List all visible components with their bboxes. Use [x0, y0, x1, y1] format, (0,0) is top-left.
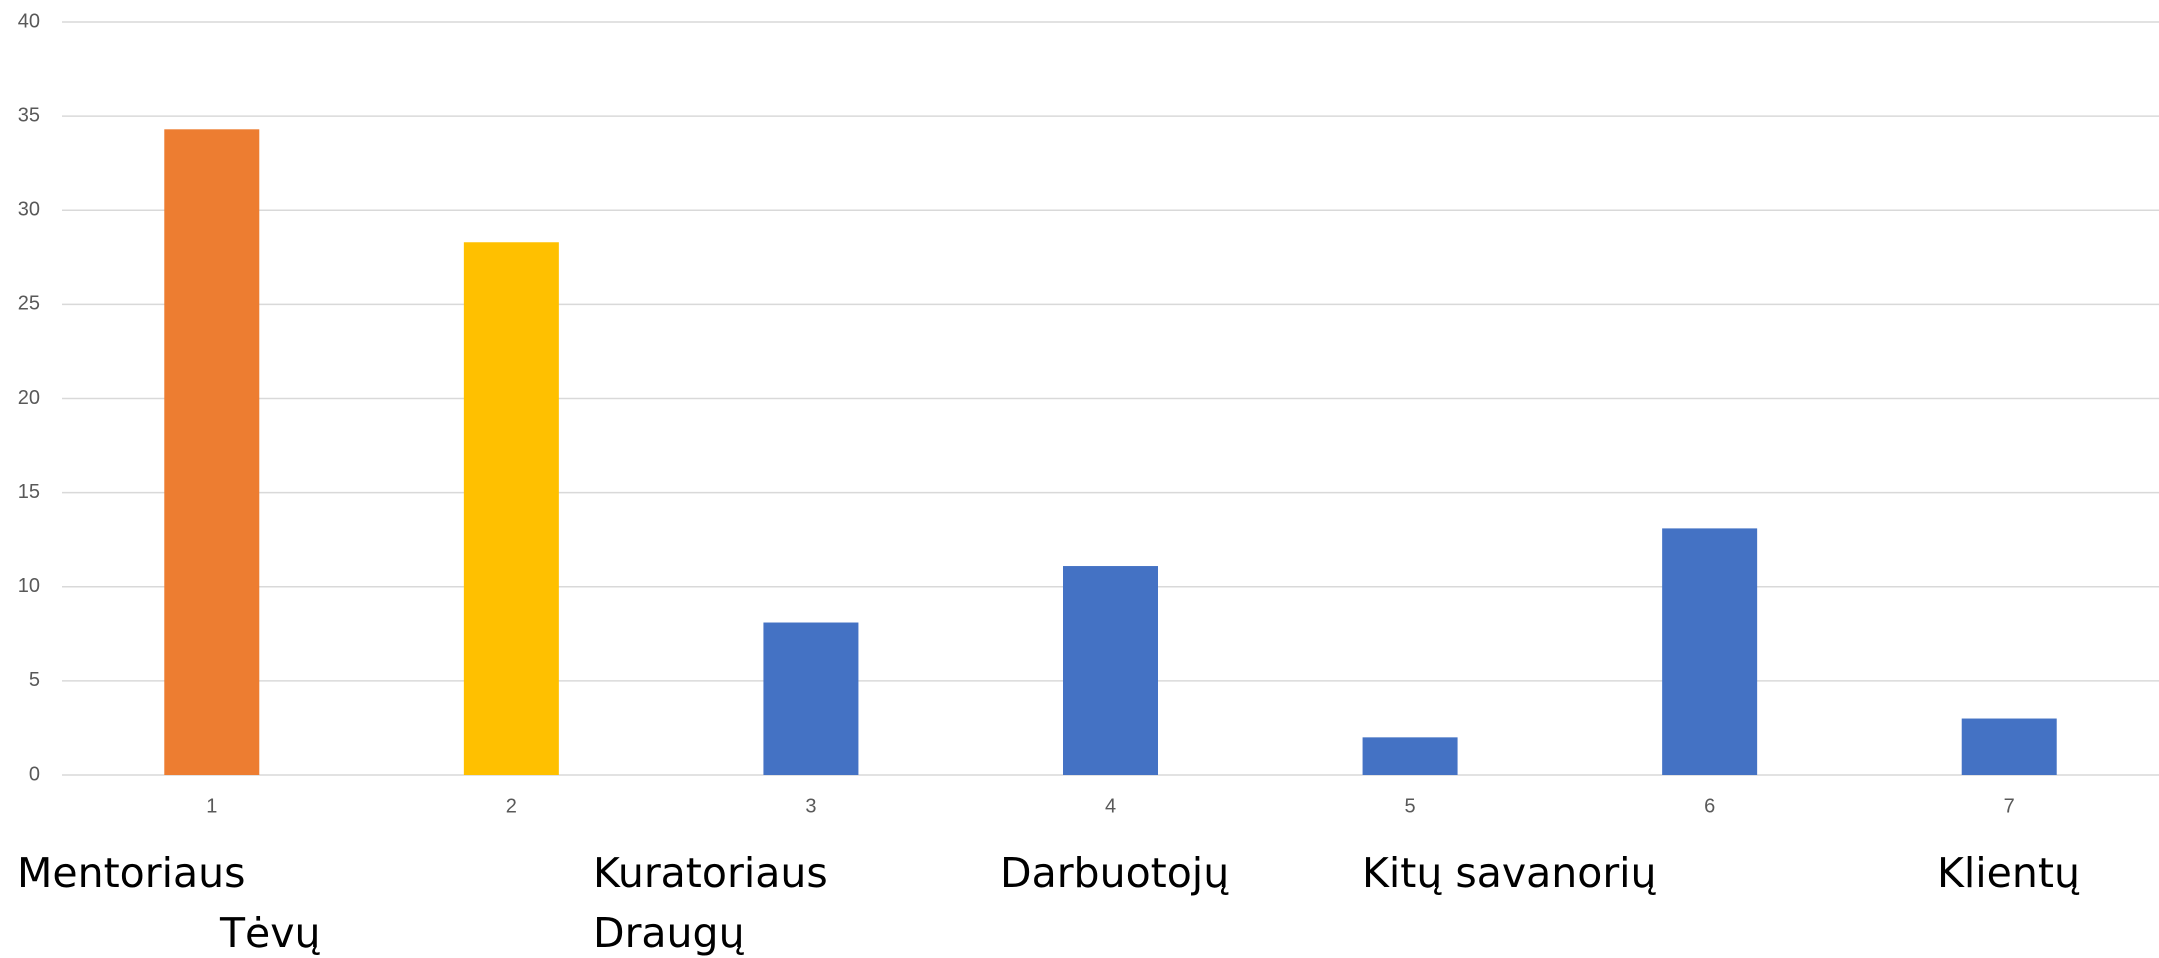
annotation: Kitų savanorių [1362, 849, 1657, 897]
x-tick-label: 5 [1405, 795, 1416, 817]
bar [1662, 528, 1758, 775]
annotation: Darbuotojų [1000, 849, 1229, 897]
annotation: Kuratoriaus [593, 849, 828, 897]
bar [1063, 566, 1158, 775]
bar [164, 129, 260, 776]
y-tick-label: 40 [18, 10, 40, 32]
bar [1362, 737, 1458, 775]
bar [763, 622, 859, 775]
bar [463, 242, 559, 775]
y-tick-label: 10 [18, 575, 40, 597]
y-tick-label: 25 [18, 293, 40, 315]
x-tick-label: 7 [2004, 795, 2015, 817]
y-tick-label: 0 [29, 763, 40, 785]
y-tick-label: 20 [18, 387, 40, 409]
x-tick-label: 1 [206, 795, 217, 817]
bar [1961, 718, 2057, 775]
x-tick-label: 4 [1105, 795, 1116, 817]
annotation: Tėvų [219, 909, 321, 957]
y-tick-label: 30 [18, 199, 40, 221]
x-tick-label: 6 [1704, 795, 1715, 817]
annotation: Draugų [593, 909, 745, 957]
y-tick-label: 15 [18, 481, 40, 503]
x-tick-label: 3 [805, 795, 816, 817]
annotation: Klientų [1937, 849, 2080, 897]
x-tick-label: 2 [506, 795, 517, 817]
y-tick-label: 35 [18, 104, 40, 126]
y-tick-label: 5 [29, 669, 40, 691]
annotation: Mentoriaus [17, 849, 245, 897]
